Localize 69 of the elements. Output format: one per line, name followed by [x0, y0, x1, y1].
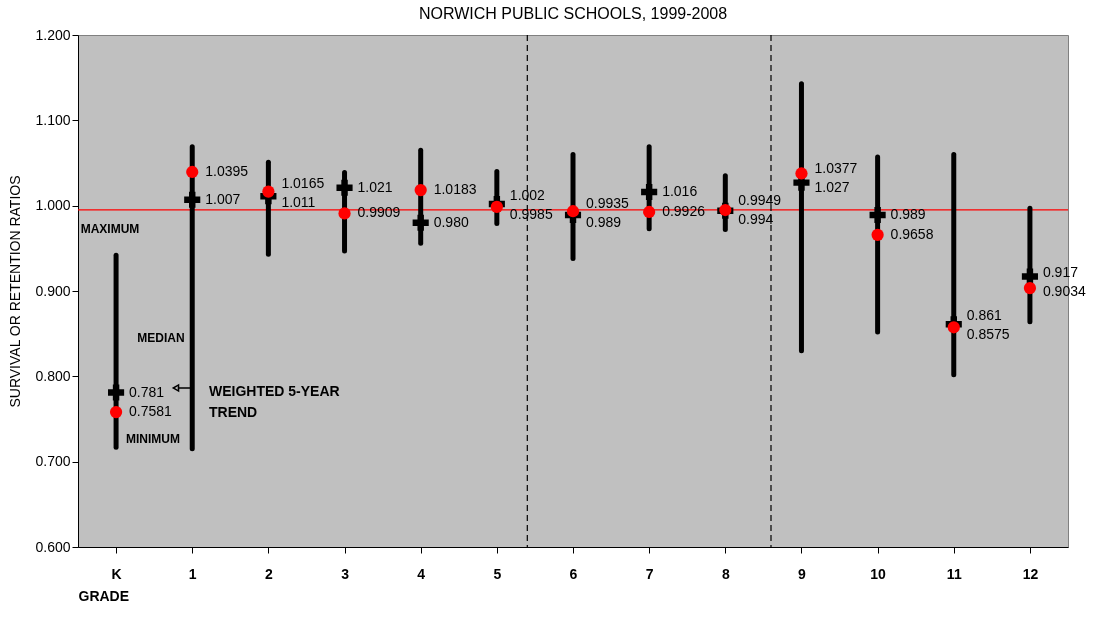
data-label: 1.0377 [814, 159, 858, 176]
data-label: 1.016 [662, 183, 698, 200]
y-tick-label: 1.200 [35, 26, 71, 43]
x-tick-label: 4 [417, 565, 426, 582]
y-tick-label: 0.700 [35, 453, 71, 470]
x-tick-label: 11 [946, 565, 962, 582]
point [641, 183, 658, 201]
data-label: 0.781 [129, 383, 165, 400]
x-tick-label: 12 [1022, 565, 1039, 582]
y-tick-label: 0.800 [35, 367, 71, 384]
data-label: 1.0165 [281, 175, 325, 192]
point [262, 185, 275, 198]
data-label: 0.861 [966, 307, 1003, 324]
annotation: MEDIAN [137, 331, 185, 345]
point [869, 206, 886, 224]
y-tick-label: 1.100 [35, 111, 71, 128]
data-label: 1.027 [814, 178, 850, 195]
data-label: 1.007 [205, 190, 241, 207]
y-tick-label: 1.000 [35, 197, 71, 214]
annotation: MAXIMUM [80, 222, 140, 236]
data-label: 1.0395 [205, 162, 249, 179]
y-tick-label: 0.900 [35, 282, 71, 299]
data-label: 0.989 [586, 213, 622, 230]
data-label: 0.980 [433, 213, 469, 230]
data-label: 0.9658 [890, 225, 934, 242]
point [184, 191, 201, 208]
annotation: WEIGHTED 5-YEAR TREND [209, 383, 340, 420]
x-tick-label: 6 [569, 565, 578, 582]
x-tick-label: 7 [645, 565, 654, 582]
y-axis-title: SURVIVAL OR RETENTION RATIOS [7, 175, 24, 408]
point [490, 200, 503, 214]
point [1023, 281, 1037, 295]
point [947, 321, 960, 334]
point [186, 165, 199, 179]
data-label: 0.9034 [1042, 282, 1086, 299]
chart-title: NORWICH PUBLIC SCHOOLS, 1999-2008 [418, 5, 728, 22]
x-tick-label: 5 [493, 565, 502, 582]
data-label: 1.0183 [433, 181, 477, 198]
data-label: 0.7581 [129, 403, 173, 420]
x-tick-label: K [111, 565, 122, 582]
data-label: 0.9935 [586, 194, 630, 211]
data-label: 1.002 [509, 186, 546, 203]
point [108, 384, 125, 401]
point [643, 205, 656, 219]
data-label: 0.9985 [509, 205, 553, 222]
x-axis-title: GRADE [78, 587, 130, 604]
x-tick-label: 2 [264, 565, 273, 582]
point [566, 205, 580, 218]
x-tick-label: 9 [798, 565, 807, 582]
data-label: 1.021 [357, 178, 393, 195]
y-tick-label: 0.600 [35, 538, 71, 555]
data-label: 0.917 [1042, 263, 1079, 280]
data-label: 0.989 [890, 206, 926, 223]
x-tick-label: 1 [188, 565, 197, 582]
point [795, 167, 808, 180]
data-label: 0.9949 [738, 191, 782, 208]
point [109, 405, 123, 419]
x-tick-label: 8 [721, 565, 730, 582]
point [414, 183, 427, 197]
data-label: 0.8575 [966, 326, 1010, 343]
annotation: MINIMUM [126, 432, 180, 446]
x-tick-label: 3 [341, 565, 350, 582]
point [871, 228, 884, 241]
data-label: 1.011 [281, 194, 316, 211]
point [338, 207, 351, 220]
x-tick-label: 10 [870, 565, 887, 582]
data-label: 0.994 [738, 210, 774, 227]
point [412, 214, 429, 231]
point [336, 179, 353, 196]
